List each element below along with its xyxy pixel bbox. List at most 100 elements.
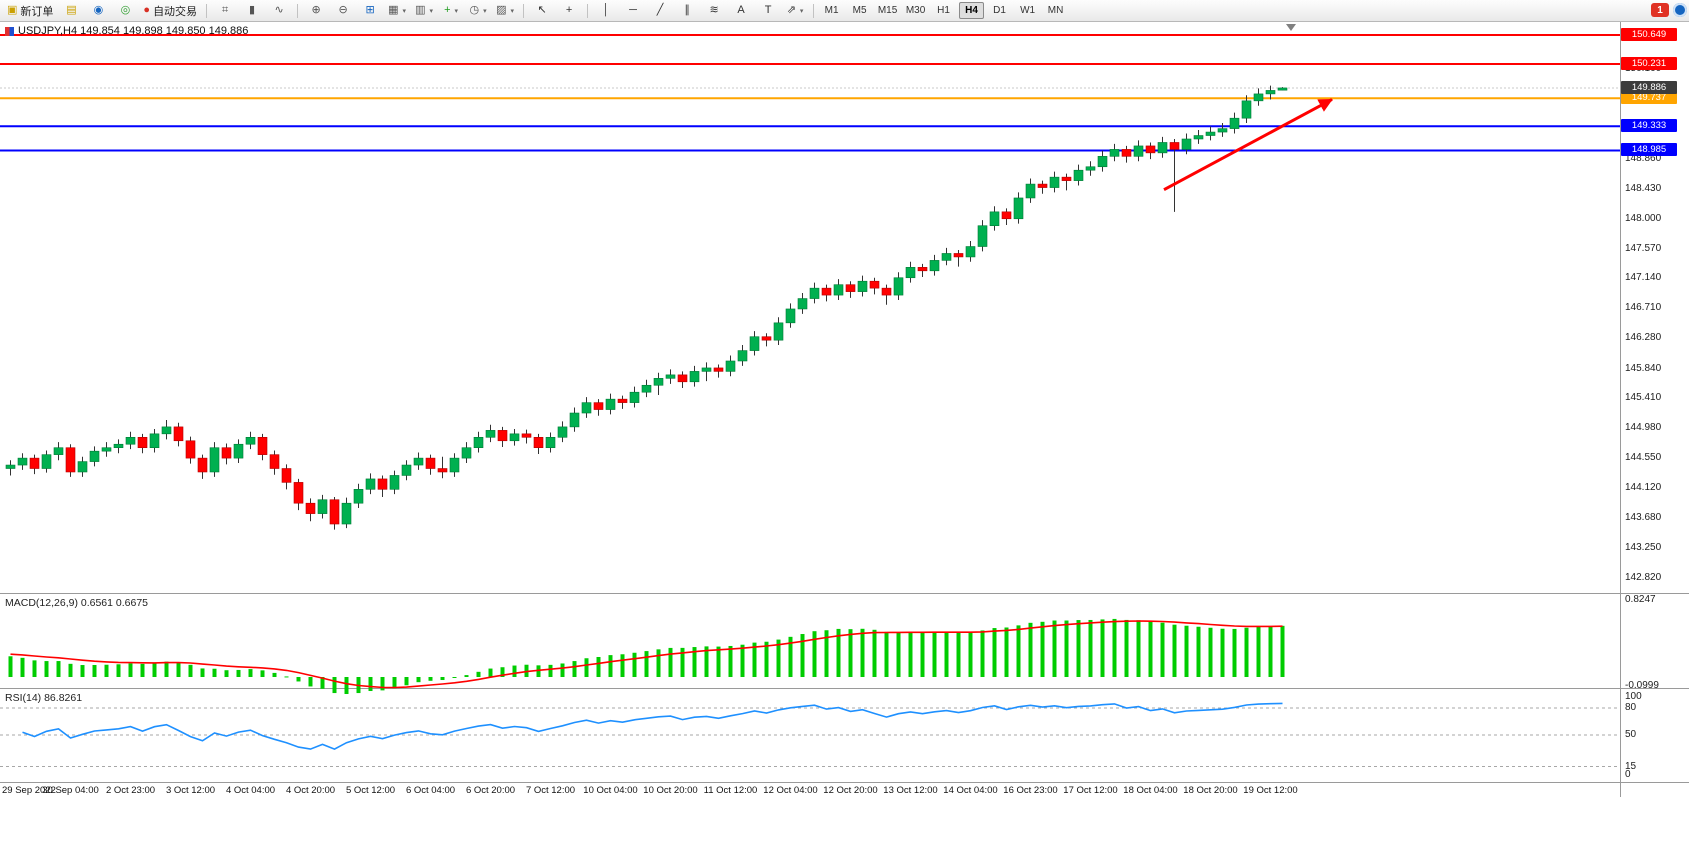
price-label: 147.140 [1625, 272, 1662, 284]
timeframe-button-m30[interactable]: M30 [905, 5, 926, 16]
timeframe-button-h4[interactable]: H4 [959, 2, 985, 19]
macd-histogram-bar [416, 677, 421, 683]
candle-body [629, 391, 640, 403]
time-axis[interactable]: 29 Sep 2022 30 Sep 04:00 2 Oct 23:00 3 Oct … [0, 783, 1620, 798]
dropdown-caret-icon[interactable]: ▾ [429, 7, 434, 15]
zoom-out-button[interactable]: ⊖ [330, 1, 356, 20]
community-icon[interactable] [1673, 3, 1687, 17]
bar-chart-button[interactable]: ⌗ [212, 1, 238, 20]
cursor-icon: ↖ [537, 4, 547, 16]
candle-body [389, 475, 400, 490]
tile-windows-button[interactable]: ⊞ [357, 1, 383, 20]
candle-body [833, 284, 844, 296]
candle-body [1013, 197, 1024, 220]
equidistant-channel-button[interactable]: ∥ [674, 1, 700, 20]
chart-list-button[interactable]: ▥ ▾ [411, 1, 437, 20]
toolbar-separator [587, 3, 589, 18]
zoom-in-button[interactable]: ⊕ [303, 1, 329, 20]
price-tag: 148.985 [1621, 143, 1677, 157]
auto-trading-button[interactable]: ● 自动交易 [139, 1, 201, 20]
crosshair-icon: + [565, 4, 573, 16]
timeframe-button-m15[interactable]: M15 [877, 5, 898, 16]
time-label: 12 Oct 20:00 [823, 785, 878, 796]
periods-button[interactable]: ◷ ▾ [465, 1, 491, 20]
text-button[interactable]: A [728, 1, 754, 20]
candle-body [497, 430, 508, 442]
macd-histogram-bar [584, 658, 589, 677]
candlestick-chart-button[interactable]: ▮ [239, 1, 265, 20]
toolbar-buttons: ▣ 新订单 ▤ ◉ ◎ ● 自动交易 ⌗ ▮ ∿ ⊕ ⊖ ⊞ ▦ ▾ ▥ ▾ + ▾ ◷ ▾ ▨ ▾ ↖ + │ ─ ╱ ∥ ≋ A T ⇗ ▾ [3, 1, 818, 20]
toolbar-right: 1 [1651, 3, 1687, 17]
macd-label: MACD(12,26,9) 0.6561 0.6675 [5, 597, 149, 609]
time-label: 7 Oct 12:00 [525, 785, 576, 796]
crosshair-button[interactable]: + [556, 1, 582, 20]
macd-axis-label: -0.0999 [1625, 680, 1659, 692]
candle-body [5, 464, 16, 469]
candle-body [65, 447, 76, 473]
candle-body [773, 322, 784, 341]
dropdown-caret-icon[interactable]: ▾ [483, 7, 487, 15]
dropdown-caret-icon[interactable]: ▾ [402, 7, 407, 15]
dropdown-caret-icon[interactable]: ▾ [454, 7, 459, 15]
candle-body [257, 436, 268, 455]
arrange-charts-button[interactable]: ▦ ▾ [384, 1, 410, 20]
trend-arrow-object[interactable] [1163, 98, 1333, 191]
candle-body [797, 298, 808, 310]
timeframe-button-d1[interactable]: D1 [993, 5, 1006, 16]
candle-body [413, 457, 424, 466]
macd-histogram-bar [476, 671, 481, 677]
timeframe-button-h1[interactable]: H1 [937, 5, 950, 16]
horizontal-line-button[interactable]: ─ [620, 1, 646, 20]
trendline-icon: ╱ [656, 4, 664, 16]
macd-histogram-bar [224, 670, 229, 677]
navigator-button[interactable]: ◎ [112, 1, 138, 20]
notifications-badge[interactable]: 1 [1651, 3, 1669, 17]
candle-body [1181, 138, 1192, 150]
timeframe-button-mn[interactable]: MN [1047, 5, 1064, 16]
line-chart-button[interactable]: ∿ [266, 1, 292, 20]
dropdown-caret-icon[interactable]: ▾ [799, 7, 804, 15]
macd-histogram-bar [500, 667, 505, 677]
candle-body [113, 443, 124, 449]
macd-axis-label: 0.8247 [1625, 594, 1656, 605]
templates-button[interactable]: ▨ ▾ [492, 1, 518, 20]
trendline-button[interactable]: ╱ [647, 1, 673, 20]
equidistant-channel-icon: ∥ [684, 4, 690, 16]
price-axis[interactable]: 150.590150.160148.860148.430148.000147.5… [1620, 0, 1689, 797]
time-label: 6 Oct 20:00 [465, 785, 516, 796]
candle-body [437, 468, 448, 473]
chart-shift-marker[interactable] [1286, 24, 1296, 31]
macd-histogram-bar [428, 677, 433, 681]
candle-body [17, 457, 28, 466]
vertical-line-button[interactable]: │ [593, 1, 619, 20]
new-order-button[interactable]: ▣ 新订单 [3, 1, 57, 20]
candle-body [1049, 176, 1060, 188]
text-label-button[interactable]: T [755, 1, 781, 20]
charts-button[interactable]: ▤ [58, 1, 84, 20]
dropdown-caret-icon[interactable]: ▾ [510, 7, 515, 15]
timeframe-button-m5[interactable]: M5 [852, 5, 867, 16]
profiles-button[interactable]: ◉ [85, 1, 111, 20]
macd-histogram-bar [656, 649, 661, 677]
macd-histogram-bar [92, 664, 97, 677]
macd-histogram-bar [560, 663, 565, 677]
macd-histogram-bar [680, 647, 685, 677]
candle-body [617, 398, 628, 403]
price-label: 143.680 [1625, 512, 1662, 524]
auto-trading-icon: ● [143, 4, 151, 16]
candle-body [893, 277, 904, 296]
macd-histogram-bar [368, 677, 373, 692]
timeframe-button-m1[interactable]: M1 [824, 5, 839, 16]
chart-title-text: USDJPY,H4 149.854 149.898 149.850 149.88… [18, 25, 249, 37]
candle-body [353, 489, 364, 504]
indicators-button[interactable]: + ▾ [438, 1, 464, 20]
candle-body [293, 482, 304, 504]
arrows-button[interactable]: ⇗ ▾ [782, 1, 808, 20]
fibonacci-button[interactable]: ≋ [701, 1, 727, 20]
candle-body [533, 436, 544, 449]
cursor-button[interactable]: ↖ [529, 1, 555, 20]
arrows-icon: ⇗ [786, 4, 796, 16]
candle-body [881, 287, 892, 296]
time-label: 29 Sep 2022 [2, 785, 56, 796]
timeframe-button-w1[interactable]: W1 [1020, 5, 1036, 16]
